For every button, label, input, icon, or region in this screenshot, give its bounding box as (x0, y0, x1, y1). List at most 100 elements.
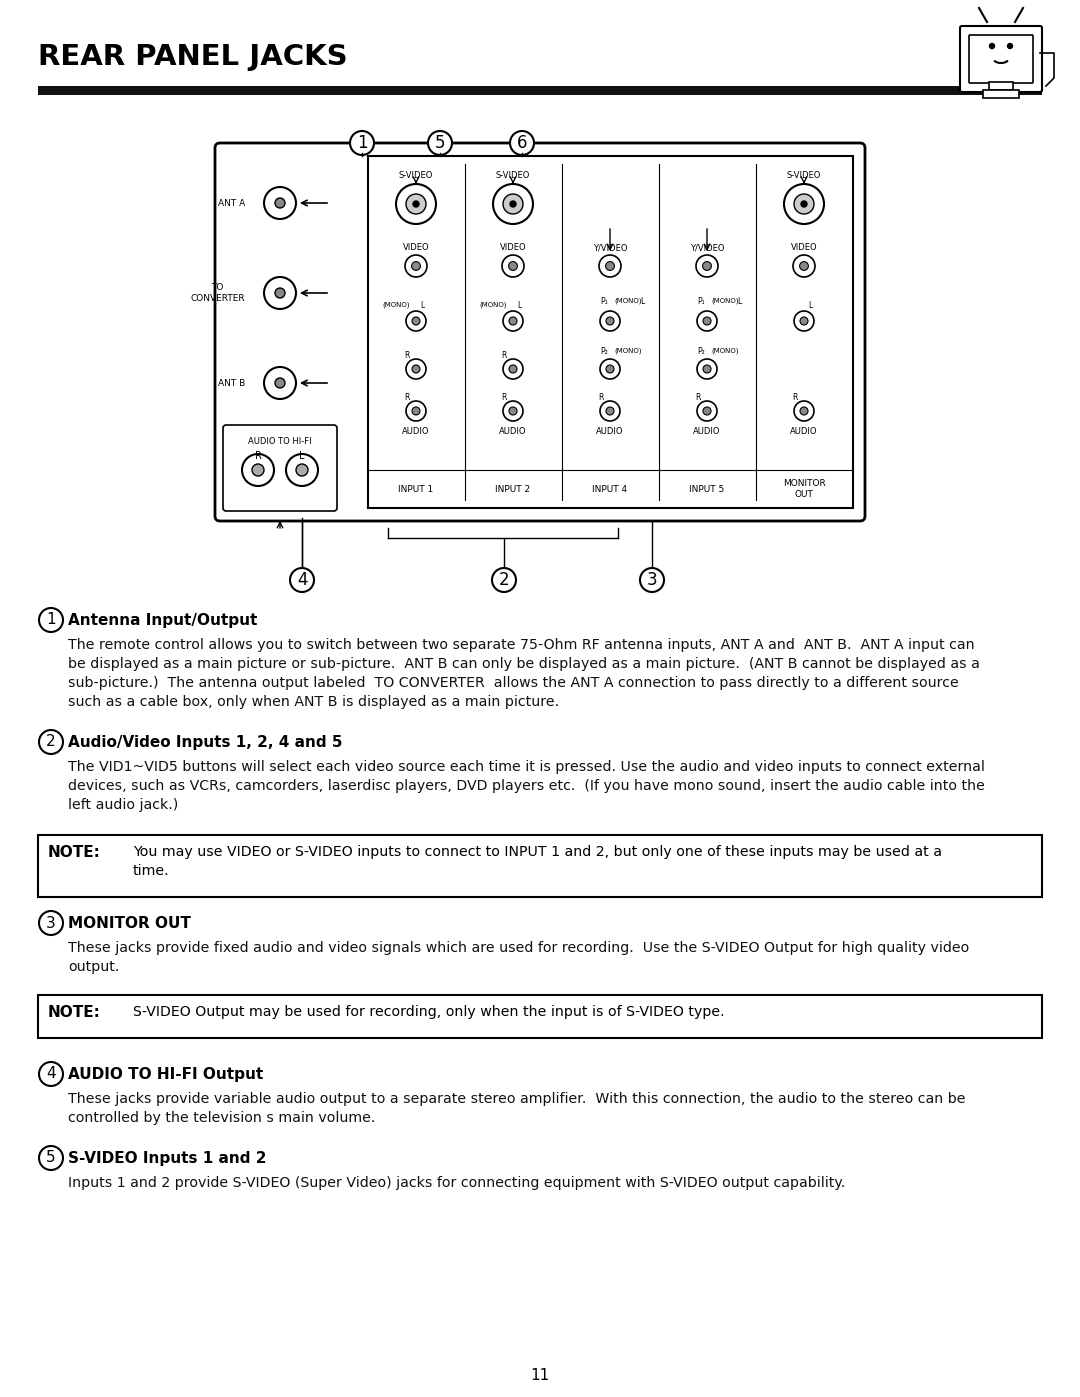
Text: R: R (255, 451, 261, 461)
Text: P₁: P₁ (698, 296, 705, 306)
Text: The VID1~VID5 buttons will select each video source each time it is pressed. Use: The VID1~VID5 buttons will select each v… (68, 760, 985, 774)
Text: R: R (405, 393, 410, 401)
Text: NOTE:: NOTE: (48, 845, 100, 861)
Text: S-VIDEO Inputs 1 and 2: S-VIDEO Inputs 1 and 2 (68, 1151, 267, 1165)
Circle shape (275, 379, 285, 388)
Circle shape (264, 367, 296, 400)
Circle shape (411, 365, 420, 373)
Circle shape (411, 317, 420, 326)
Text: Y/VIDEO: Y/VIDEO (593, 243, 627, 253)
Text: S-VIDEO Output may be used for recording, only when the input is of S-VIDEO type: S-VIDEO Output may be used for recording… (133, 1004, 725, 1018)
Text: R: R (793, 393, 798, 401)
Text: Y/VIDEO: Y/VIDEO (690, 243, 725, 253)
Circle shape (406, 194, 426, 214)
FancyBboxPatch shape (215, 142, 865, 521)
Circle shape (794, 401, 814, 420)
Text: 4: 4 (297, 571, 307, 590)
Text: (MONO): (MONO) (615, 298, 642, 305)
Ellipse shape (39, 1062, 63, 1085)
Text: devices, such as VCRs, camcorders, laserdisc players, DVD players etc.  (If you : devices, such as VCRs, camcorders, laser… (68, 780, 985, 793)
Text: AUDIO: AUDIO (693, 426, 720, 436)
Text: AUDIO TO HI-FI: AUDIO TO HI-FI (248, 437, 312, 447)
Text: S-VIDEO: S-VIDEO (399, 172, 433, 180)
Circle shape (697, 401, 717, 420)
Text: P₂: P₂ (600, 346, 608, 355)
Circle shape (503, 359, 523, 379)
Text: VIDEO: VIDEO (403, 243, 430, 253)
Text: P₂: P₂ (697, 346, 705, 355)
Circle shape (509, 365, 517, 373)
Circle shape (703, 317, 711, 326)
Circle shape (703, 261, 712, 271)
Text: 3: 3 (46, 915, 56, 930)
Bar (983, 89, 1020, 98)
Text: 5: 5 (435, 134, 445, 152)
Ellipse shape (291, 569, 314, 592)
Circle shape (242, 454, 274, 486)
Text: 1: 1 (46, 612, 56, 627)
Text: R: R (405, 351, 410, 359)
Bar (38, 87, 1042, 95)
Circle shape (296, 464, 308, 476)
Circle shape (275, 198, 285, 208)
Circle shape (703, 365, 711, 373)
FancyBboxPatch shape (969, 35, 1032, 82)
Circle shape (492, 184, 534, 224)
Text: time.: time. (133, 863, 170, 877)
Text: 5: 5 (46, 1151, 56, 1165)
Ellipse shape (39, 911, 63, 935)
Circle shape (989, 43, 995, 49)
Text: TO
CONVERTER: TO CONVERTER (190, 284, 245, 303)
Circle shape (703, 407, 711, 415)
Circle shape (503, 401, 523, 420)
Text: 3: 3 (647, 571, 658, 590)
Bar (38, 835, 1042, 897)
Text: ANT B: ANT B (218, 379, 245, 387)
Text: L: L (640, 296, 645, 306)
Circle shape (801, 201, 807, 207)
Text: These jacks provide fixed audio and video signals which are used for recording. : These jacks provide fixed audio and vide… (68, 942, 969, 956)
Circle shape (697, 312, 717, 331)
Circle shape (509, 261, 517, 271)
Text: controlled by the television s main volume.: controlled by the television s main volu… (68, 1111, 376, 1125)
Text: R: R (598, 393, 604, 401)
Text: R: R (501, 393, 507, 401)
Circle shape (696, 256, 718, 277)
Circle shape (503, 312, 523, 331)
Text: REAR PANEL JACKS: REAR PANEL JACKS (38, 43, 348, 71)
Circle shape (599, 256, 621, 277)
Text: (MONO): (MONO) (711, 298, 739, 305)
Circle shape (252, 464, 264, 476)
Ellipse shape (39, 1146, 63, 1171)
Circle shape (800, 407, 808, 415)
Text: MONITOR OUT: MONITOR OUT (68, 915, 191, 930)
Text: INPUT 4: INPUT 4 (593, 485, 627, 493)
Text: Inputs 1 and 2 provide S-VIDEO (Super Video) jacks for connecting equipment with: Inputs 1 and 2 provide S-VIDEO (Super Vi… (68, 1176, 846, 1190)
Bar (38, 995, 1042, 1038)
Circle shape (509, 317, 517, 326)
Circle shape (800, 317, 808, 326)
Text: 6: 6 (516, 134, 527, 152)
Text: left audio jack.): left audio jack.) (68, 798, 178, 812)
Text: L: L (517, 300, 522, 310)
Circle shape (794, 194, 814, 214)
Circle shape (406, 359, 426, 379)
Text: R: R (696, 393, 701, 401)
Circle shape (794, 312, 814, 331)
Text: Audio/Video Inputs 1, 2, 4 and 5: Audio/Video Inputs 1, 2, 4 and 5 (68, 735, 342, 750)
Text: R: R (501, 351, 507, 359)
Text: AUDIO: AUDIO (499, 426, 527, 436)
Text: P₁: P₁ (600, 296, 608, 306)
Circle shape (264, 187, 296, 219)
Text: MONITOR
OUT: MONITOR OUT (783, 479, 825, 499)
Text: L: L (299, 451, 305, 461)
Circle shape (411, 261, 420, 271)
Text: INPUT 2: INPUT 2 (496, 485, 530, 493)
Circle shape (600, 359, 620, 379)
Text: Antenna Input/Output: Antenna Input/Output (68, 612, 257, 627)
Circle shape (606, 407, 615, 415)
Circle shape (600, 312, 620, 331)
Text: You may use VIDEO or S-VIDEO inputs to connect to INPUT 1 and 2, but only one of: You may use VIDEO or S-VIDEO inputs to c… (133, 845, 942, 859)
Text: S-VIDEO: S-VIDEO (496, 172, 530, 180)
Text: 1: 1 (356, 134, 367, 152)
